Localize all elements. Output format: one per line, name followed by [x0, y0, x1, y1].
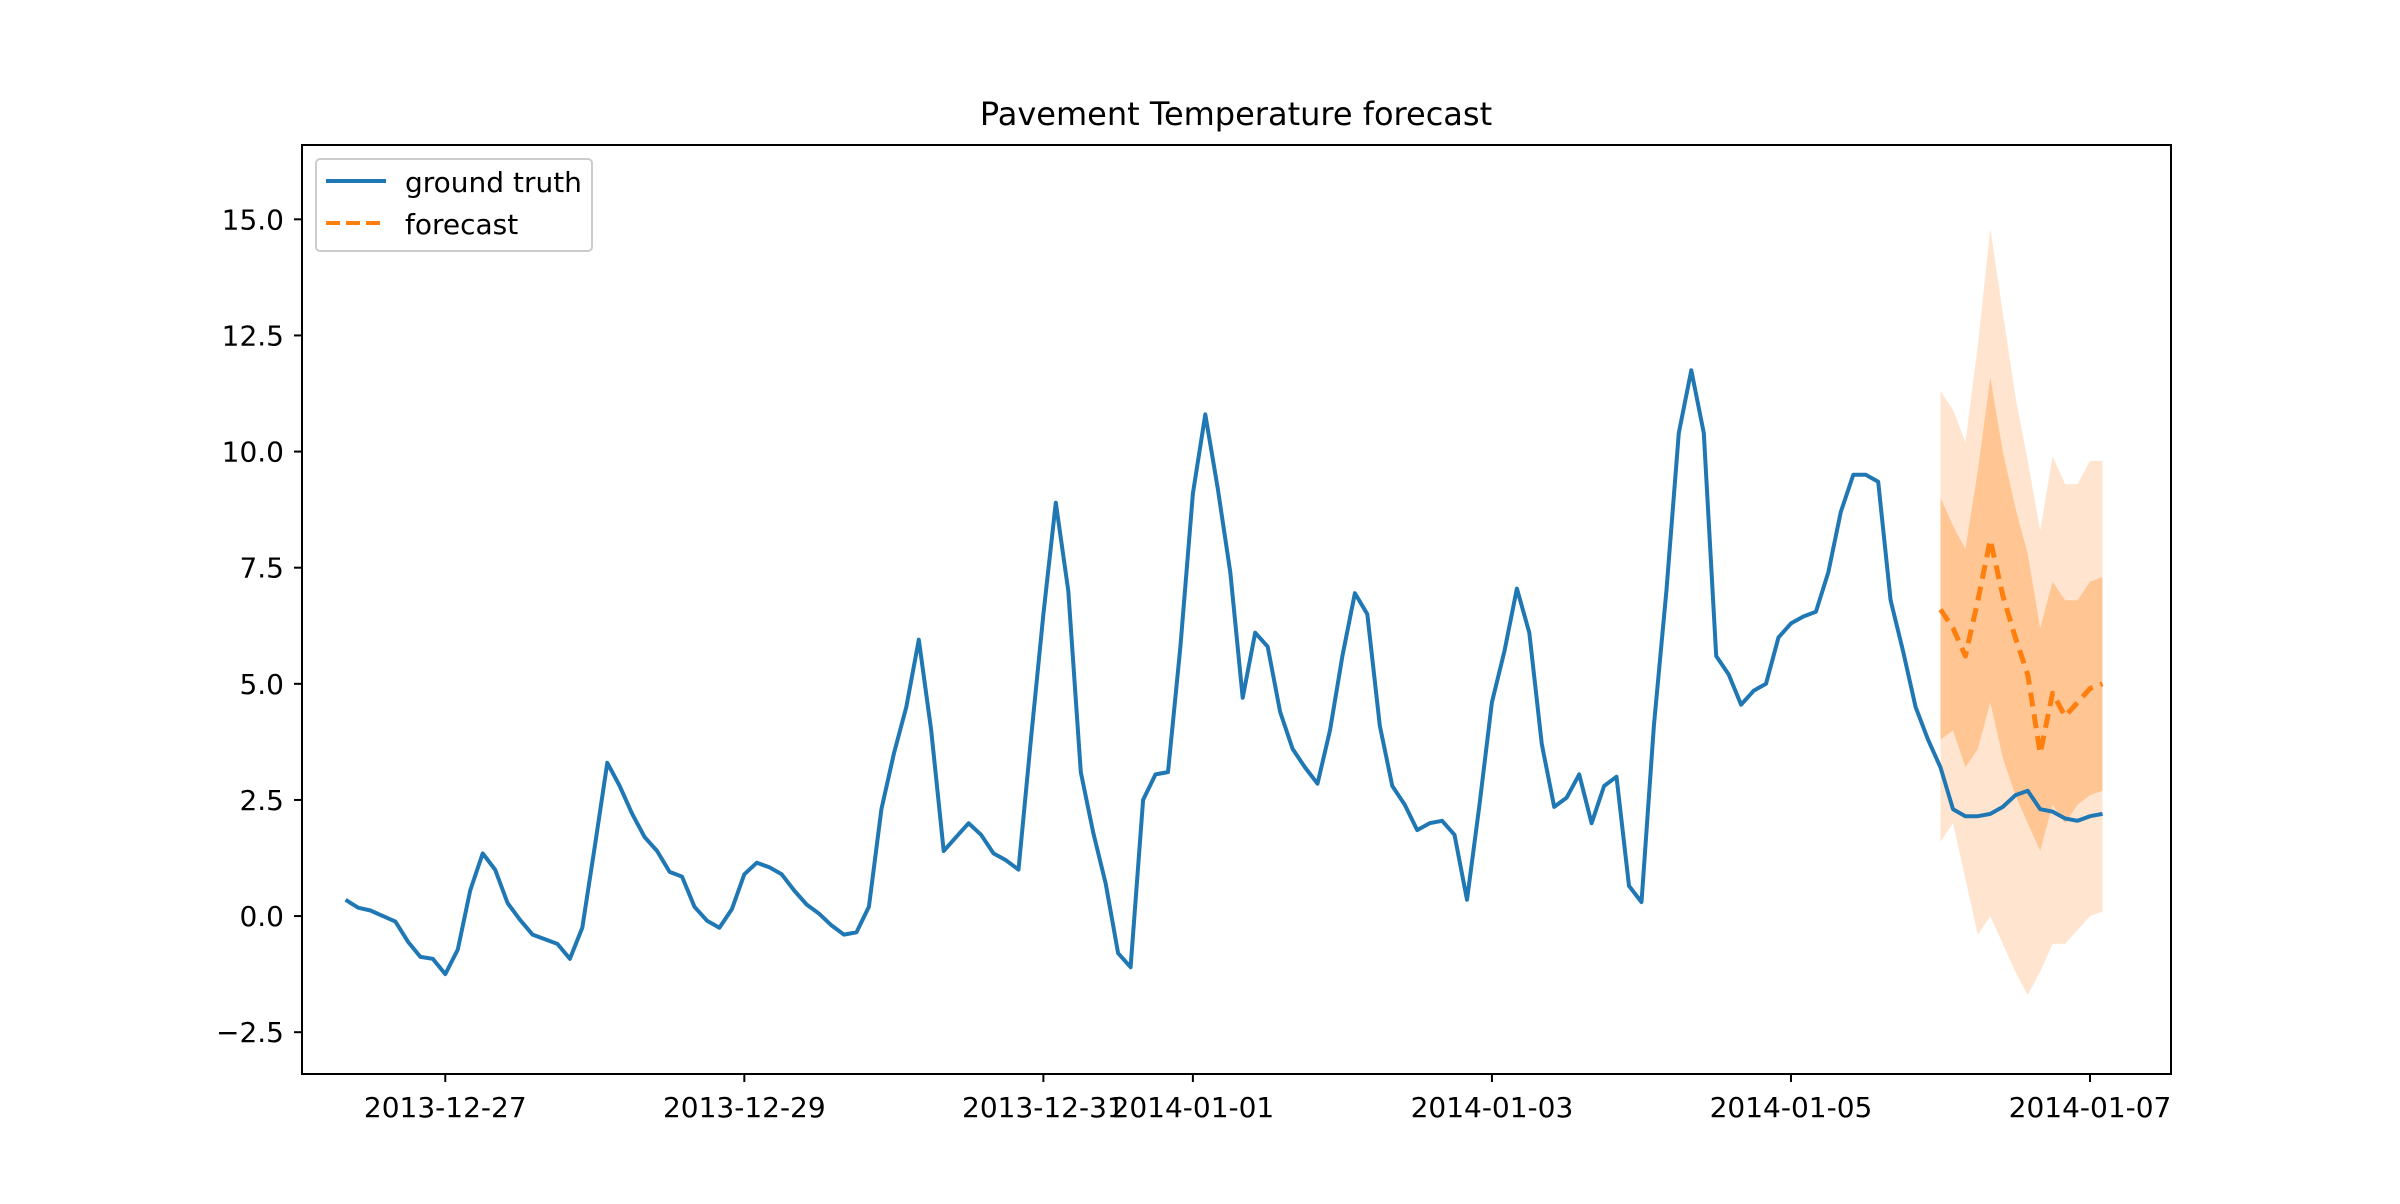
chart-title: Pavement Temperature forecast — [980, 95, 1492, 133]
plot-area-frame — [301, 144, 2172, 1075]
y-tick-label: 12.5 — [222, 319, 284, 352]
legend-ground-truth-label: ground truth — [405, 166, 582, 199]
y-tick-label: 10.0 — [222, 436, 284, 469]
series-ground-truth-line — [344, 368, 2103, 977]
y-tick-label: 2.5 — [239, 784, 284, 817]
y-axis: −2.5 0.0 2.5 5.0 7.5 10.0 12.5 15.0 — [216, 203, 302, 1049]
series-layer — [344, 368, 2104, 977]
x-tick-label: 2013-12-31 — [962, 1091, 1125, 1124]
y-tick-label: 15.0 — [222, 203, 284, 236]
x-tick-label: 2014-01-01 — [1112, 1091, 1275, 1124]
y-tick-label: 7.5 — [239, 552, 284, 585]
forecast-band-outer — [1940, 228, 2103, 996]
x-tick-label: 2014-01-05 — [1710, 1091, 1873, 1124]
x-tick-label: 2014-01-03 — [1411, 1091, 1574, 1124]
y-tick-label: −2.5 — [216, 1016, 284, 1049]
x-tick-label: 2013-12-27 — [364, 1091, 527, 1124]
forecast-band-layer — [1940, 228, 2103, 996]
y-tick-label: 0.0 — [239, 900, 284, 933]
x-tick-label: 2014-01-07 — [2009, 1091, 2172, 1124]
x-axis: 2013-12-27 2013-12-29 2013-12-312014-01-01… — [364, 1074, 2171, 1124]
y-tick-label: 5.0 — [239, 668, 284, 701]
forecast-band-inner — [1940, 377, 2103, 851]
legend-forecast-label: forecast — [405, 208, 518, 241]
series-forecast-line — [1938, 537, 2104, 756]
legend: ground truth forecast — [315, 158, 593, 252]
x-tick-label: 2013-12-29 — [663, 1091, 826, 1124]
